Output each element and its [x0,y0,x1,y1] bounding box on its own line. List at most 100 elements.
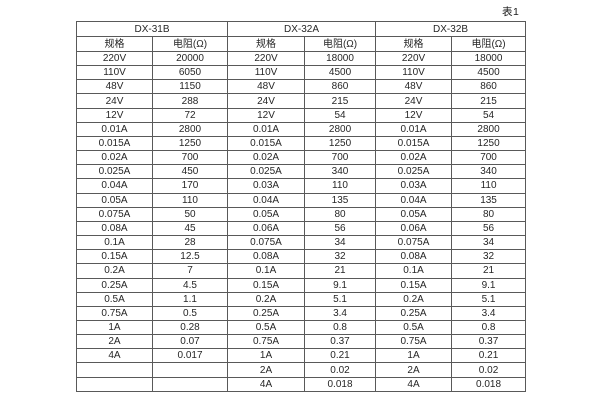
resistance-cell: 110 [451,178,527,194]
spec-cell: 0.08A [375,249,453,265]
table-row: 2A 0.07 0.75A 0.37 0.75A 0.37 [76,334,527,350]
table-row: 0.01A 2800 0.01A 2800 0.01A 2800 [76,121,527,137]
resistance-cell: 2800 [304,121,377,137]
resistance-cell: 5.1 [451,291,527,307]
table-row: 4A 0.017 1A 0.21 1A 0.21 [76,348,527,364]
resistance-cell: 12.5 [151,249,229,265]
resistance-cell: 21 [304,263,377,279]
resistance-cell: 56 [451,220,527,237]
spec-cell: 0.01A [227,121,306,137]
spec-cell: 0.08A [227,249,306,265]
resistance-cell: 170 [151,178,229,194]
spec-cell: 0.08A [76,220,153,237]
resistance-cell: 135 [451,192,527,208]
resistance-cell: 21 [451,263,527,279]
spec-cell: 4A [76,348,153,364]
spec-cell: 0.04A [76,178,153,194]
table-row: 4A 0.018 4A 0.018 [76,376,527,393]
spec-cell: 2A [375,362,453,378]
resistance-cell: 0.37 [451,334,527,350]
resistance-cell: 3.4 [304,305,377,321]
table-body: 220V 20000 220V 18000 220V 18000 110V 6050 110V 4… [76,50,527,393]
table-row: 0.075A 50 0.05A 80 0.05A 80 [76,206,527,222]
table-row: 48V 1150 48V 860 48V 860 [76,79,527,95]
resistance-cell: 56 [304,220,377,237]
spec-cell: 0.05A [76,192,153,208]
table-caption: 表1 [502,6,520,18]
resistance-cell: 2800 [151,121,229,137]
resistance-cell: 0.5 [151,305,229,321]
spec-cell: 48V [227,79,306,95]
resistance-cell: 0.02 [304,362,377,378]
table-row: 0.015A 1250 0.015A 1250 0.015A 1250 [76,135,527,152]
spec-column-header: 规格 [227,36,306,52]
spec-cell: 2A [227,362,306,378]
resistance-cell: 0.37 [304,334,377,350]
resistance-column-header: 电阻(Ω) [304,36,377,52]
resistance-cell: 1150 [151,79,229,95]
resistance-cell: 32 [304,249,377,265]
resistance-cell: 54 [451,107,527,123]
resistance-cell: 0.28 [151,319,229,336]
spec-cell: 0.75A [76,305,153,321]
spec-cell: 0.03A [375,178,453,194]
spec-cell: 220V [76,50,153,67]
resistance-cell: 1250 [451,135,527,152]
table-row: 110V 6050 110V 4500 110V 4500 [76,65,527,81]
resistance-cell: 18000 [304,50,377,67]
resistance-cell: 7 [151,263,229,279]
table-row: 0.08A 45 0.06A 56 0.06A 56 [76,220,527,237]
resistance-cell: 4500 [304,65,377,81]
spec-cell: 12V [227,107,306,123]
spec-cell: 0.025A [227,164,306,180]
spec-cell: 24V [76,93,153,109]
table-row: 0.2A 7 0.1A 21 0.1A 21 [76,263,527,279]
resistance-cell: 50 [151,206,229,222]
spec-cell: 0.15A [76,249,153,265]
resistance-cell: 0.8 [451,319,527,336]
resistance-cell: 20000 [151,50,229,67]
resistance-cell: 4500 [451,65,527,81]
group-header-dx31b: DX-31B [75,21,229,37]
resistance-cell: 32 [451,249,527,265]
spec-cell: 0.06A [227,220,306,237]
spec-cell: 0.1A [76,235,153,251]
spec-cell: 220V [227,50,306,67]
spec-column-header: 规格 [375,36,453,52]
resistance-cell: 0.017 [151,348,229,364]
group-header-dx32a: DX-32A [227,21,377,37]
column-header-row: 规格 电阻(Ω) 规格 电阻(Ω) 规格 电阻(Ω) [76,36,527,52]
resistance-cell: 4.5 [151,277,229,293]
resistance-cell: 860 [304,79,377,95]
table-row: 0.25A 4.5 0.15A 9.1 0.15A 9.1 [76,277,527,293]
table-row: 0.04A 170 0.03A 110 0.03A 110 [76,178,527,194]
spec-cell: 0.04A [375,192,453,208]
table-row: 1A 0.28 0.5A 0.8 0.5A 0.8 [76,319,527,336]
spec-column-header: 规格 [76,36,153,52]
resistance-cell: 45 [151,220,229,237]
spec-cell: 0.015A [375,135,453,152]
spec-cell: 0.1A [375,263,453,279]
resistance-cell: 9.1 [304,277,377,293]
resistance-cell: 2800 [451,121,527,137]
spec-cell: 48V [76,79,153,95]
group-header-dx32b: DX-32B [375,21,527,37]
spec-cell: 0.2A [227,291,306,307]
spec-cell: 0.025A [375,164,453,180]
resistance-cell: 215 [304,93,377,109]
resistance-cell: 215 [451,93,527,109]
spec-cell: 2A [76,334,153,350]
spec-cell: 0.075A [375,235,453,251]
resistance-cell: 700 [451,150,527,166]
spec-cell: 1A [375,348,453,364]
resistance-cell: 860 [451,79,527,95]
spec-cell: 0.15A [375,277,453,293]
spec-cell: 0.02A [375,150,453,166]
resistance-cell: 700 [151,150,229,166]
spec-cell [76,362,153,378]
resistance-cell: 34 [304,235,377,251]
spec-cell: 110V [227,65,306,81]
resistance-cell: 34 [451,235,527,251]
spec-cell: 0.075A [76,206,153,222]
